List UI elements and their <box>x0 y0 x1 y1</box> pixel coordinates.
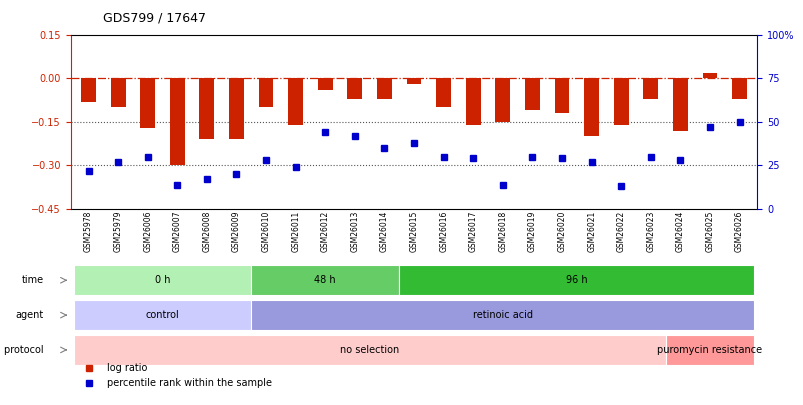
Legend: log ratio, percentile rank within the sample: log ratio, percentile rank within the sa… <box>75 359 275 392</box>
Bar <box>169 78 185 165</box>
Bar <box>613 78 628 125</box>
Bar <box>199 78 214 139</box>
Bar <box>74 265 251 295</box>
Bar <box>229 78 243 139</box>
Bar <box>288 78 303 125</box>
Bar <box>251 300 753 330</box>
Bar <box>732 78 746 99</box>
Bar <box>111 78 125 107</box>
Bar <box>259 78 273 107</box>
Text: puromycin resistance: puromycin resistance <box>657 345 761 355</box>
Bar <box>251 265 399 295</box>
Bar <box>81 78 96 102</box>
Bar <box>74 335 665 365</box>
Text: 96 h: 96 h <box>565 275 587 285</box>
Text: 0 h: 0 h <box>154 275 170 285</box>
Bar <box>406 78 421 84</box>
Text: no selection: no selection <box>340 345 399 355</box>
Bar <box>317 78 332 90</box>
Bar <box>524 78 539 110</box>
Text: time: time <box>22 275 44 285</box>
Bar <box>141 78 155 128</box>
Bar <box>399 265 753 295</box>
Bar <box>672 78 687 130</box>
Text: GDS799 / 17647: GDS799 / 17647 <box>103 12 206 25</box>
Bar <box>74 300 251 330</box>
Text: control: control <box>145 310 179 320</box>
Bar <box>584 78 598 136</box>
Bar <box>665 335 753 365</box>
Bar <box>436 78 450 107</box>
Bar <box>347 78 362 99</box>
Text: agent: agent <box>16 310 44 320</box>
Text: retinoic acid: retinoic acid <box>472 310 532 320</box>
Bar <box>465 78 480 125</box>
Bar <box>642 78 658 99</box>
Bar <box>377 78 391 99</box>
Text: growth protocol: growth protocol <box>0 345 44 355</box>
Bar <box>554 78 569 113</box>
Bar <box>495 78 510 122</box>
Bar <box>702 72 716 78</box>
Text: 48 h: 48 h <box>314 275 336 285</box>
